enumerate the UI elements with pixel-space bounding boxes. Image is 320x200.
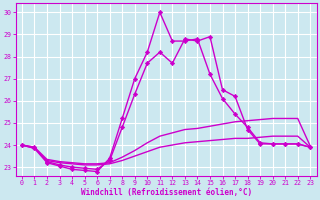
X-axis label: Windchill (Refroidissement éolien,°C): Windchill (Refroidissement éolien,°C): [81, 188, 252, 197]
